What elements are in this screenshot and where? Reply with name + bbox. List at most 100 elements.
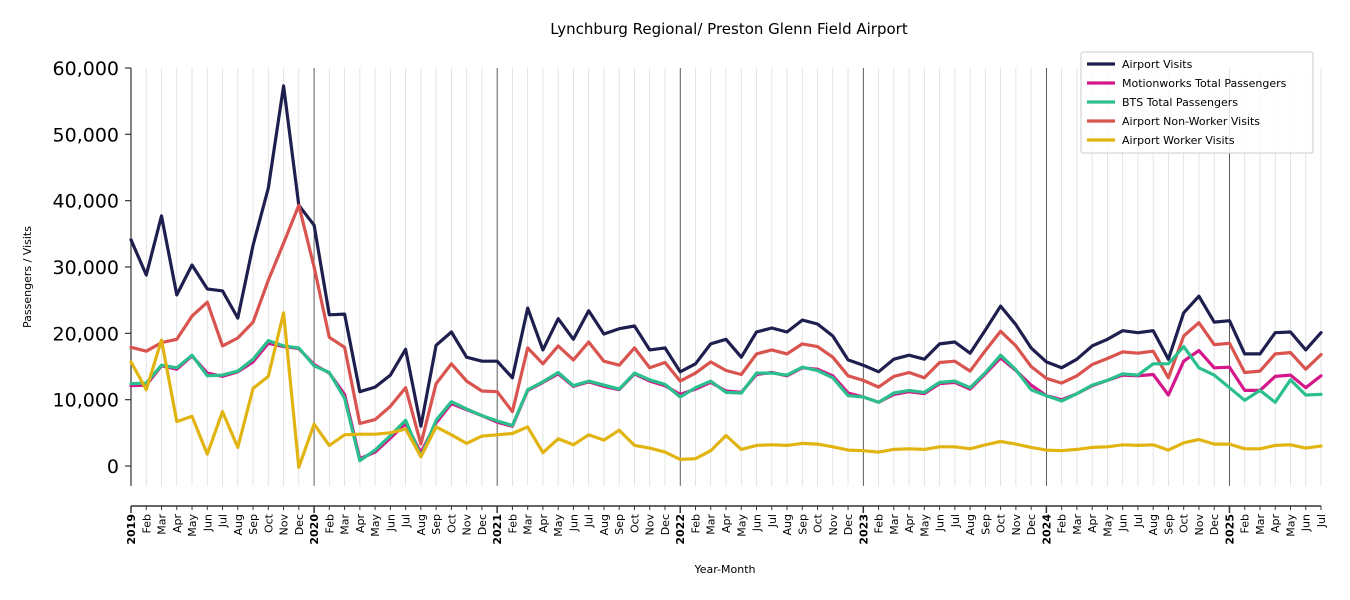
x-tick-month-label: Feb [873, 514, 886, 533]
x-tick-month-label: May [1101, 514, 1114, 537]
x-tick-month-label: May [1284, 514, 1297, 537]
x-tick-month-label: Jun [934, 514, 947, 532]
y-tick-label: 60,000 [53, 58, 119, 80]
x-tick-month-label: Sep [796, 514, 809, 535]
series-line-airport-non-worker-visits [129, 203, 1323, 446]
x-tick-month-label: Apr [537, 514, 550, 534]
x-tick-year-label: 2025 [1223, 514, 1236, 545]
x-tick-month-label: Jun [751, 514, 764, 532]
x-tick-month-label: Aug [964, 514, 977, 535]
x-tick-year-label: 2020 [308, 514, 321, 545]
x-tick-month-label: Aug [415, 514, 428, 535]
x-tick-month-label: Aug [232, 514, 245, 535]
x-tick-month-label: Oct [1178, 513, 1191, 533]
x-tick-month-label: Jul [217, 514, 230, 528]
series-line-airport-worker-visits [129, 311, 1323, 469]
x-tick-month-label: Aug [598, 514, 611, 535]
x-tick-month-label: Sep [613, 514, 626, 535]
x-tick-month-label: Feb [1239, 514, 1252, 533]
x-tick-month-label: Nov [278, 514, 291, 536]
x-tick-month-label: Dec [842, 514, 855, 535]
x-tick-month-label: Nov [644, 514, 657, 536]
x-tick-month-label: Nov [827, 514, 840, 536]
x-tick-month-label: Aug [1147, 514, 1160, 535]
x-tick-month-label: Dec [476, 514, 489, 535]
x-tick-month-label: Dec [1025, 514, 1038, 535]
y-axis-label: Passengers / Visits [21, 226, 34, 328]
x-tick-month-label: Oct [812, 513, 825, 533]
x-tick-month-label: Oct [262, 513, 275, 533]
y-tick-label: 30,000 [53, 257, 119, 279]
x-tick-month-label: May [186, 514, 199, 537]
x-tick-month-label: Sep [979, 514, 992, 535]
x-tick-month-label: Feb [689, 514, 702, 533]
x-tick-month-label: Nov [461, 514, 474, 536]
x-tick-month-label: Oct [628, 513, 641, 533]
x-tick-year-label: 2024 [1040, 514, 1053, 545]
x-tick-month-label: Mar [705, 514, 718, 535]
x-tick-month-label: Apr [354, 514, 367, 534]
x-tick-month-label: May [369, 514, 382, 537]
legend-box [1080, 51, 1314, 154]
x-tick-year-label: 2019 [125, 514, 138, 545]
x-tick-month-label: Oct [995, 513, 1008, 533]
x-tick-month-label: Nov [1010, 514, 1023, 536]
y-axis: 0 10,000 20,000 30,000 40,000 50,000 60,000 [53, 58, 132, 486]
legend-entry: Airport Worker Visits [1122, 134, 1235, 147]
y-tick-label: 40,000 [53, 191, 119, 213]
x-tick-month-label: Dec [293, 514, 306, 535]
x-axis-label: Year-Month [693, 563, 755, 576]
x-tick-month-label: Jul [1315, 514, 1328, 528]
x-tick-month-label: Jun [1300, 514, 1313, 532]
x-tick-month-label: Sep [430, 514, 443, 535]
x-tick-month-label: Apr [1086, 514, 1099, 534]
x-tick-month-label: Jul [583, 514, 596, 528]
x-tick-month-label: Jun [201, 514, 214, 532]
x-tick-month-label: Dec [659, 514, 672, 535]
x-tick-month-label: Nov [1193, 514, 1206, 536]
legend-entry: Motionworks Total Passengers [1122, 77, 1287, 90]
x-tick-month-label: Apr [1269, 514, 1282, 534]
x-tick-month-label: Feb [1056, 514, 1069, 533]
x-tick-month-label: May [552, 514, 565, 537]
y-tick-label: 50,000 [53, 124, 119, 146]
x-tick-month-label: Jul [766, 514, 779, 528]
x-tick-month-label: Feb [140, 514, 153, 533]
x-tick-month-label: Mar [522, 514, 535, 535]
legend-entry: BTS Total Passengers [1122, 96, 1238, 109]
x-tick-year-label: 2022 [674, 514, 687, 545]
x-tick-month-label: Jun [384, 514, 397, 532]
x-tick-year-label: 2021 [491, 514, 504, 545]
x-tick-month-label: Dec [1208, 514, 1221, 535]
x-tick-month-label: Oct [445, 513, 458, 533]
legend-entry: Airport Visits [1122, 58, 1193, 71]
x-tick-month-label: Mar [1071, 514, 1084, 535]
x-axis: 2019 Feb Mar Apr May Jun Jul Aug Sep Oct Nov Dec 202… [125, 505, 1328, 545]
x-tick-month-label: Apr [903, 514, 916, 534]
x-tick-month-label: Jun [567, 514, 580, 532]
x-tick-month-label: Sep [247, 514, 260, 535]
x-tick-month-label: Feb [506, 514, 519, 533]
series-lines [129, 84, 1323, 469]
x-tick-year-label: 2023 [857, 514, 870, 545]
series-line-bts-total-passengers [129, 339, 1323, 463]
y-tick-label: 0 [107, 456, 119, 478]
x-tick-month-label: Jul [1132, 514, 1145, 528]
x-tick-month-label: Sep [1162, 514, 1175, 535]
y-tick-label: 20,000 [53, 323, 119, 345]
x-tick-month-label: May [735, 514, 748, 537]
x-tick-month-label: Mar [339, 514, 352, 535]
x-tick-month-label: Mar [156, 514, 169, 535]
x-tick-month-label: Mar [1254, 514, 1267, 535]
series-line-airport-visits [129, 84, 1323, 428]
x-tick-month-label: Apr [720, 514, 733, 534]
x-tick-month-label: Apr [171, 514, 184, 534]
chart-title: Lynchburg Regional/ Preston Glenn Field … [550, 20, 908, 38]
x-tick-month-label: Jul [400, 514, 413, 528]
x-tick-month-label: Feb [323, 514, 336, 533]
y-tick-label: 10,000 [53, 390, 119, 412]
x-tick-month-label: Mar [888, 514, 901, 535]
legend-entry: Airport Non-Worker Visits [1122, 115, 1260, 128]
x-tick-month-label: Aug [781, 514, 794, 535]
